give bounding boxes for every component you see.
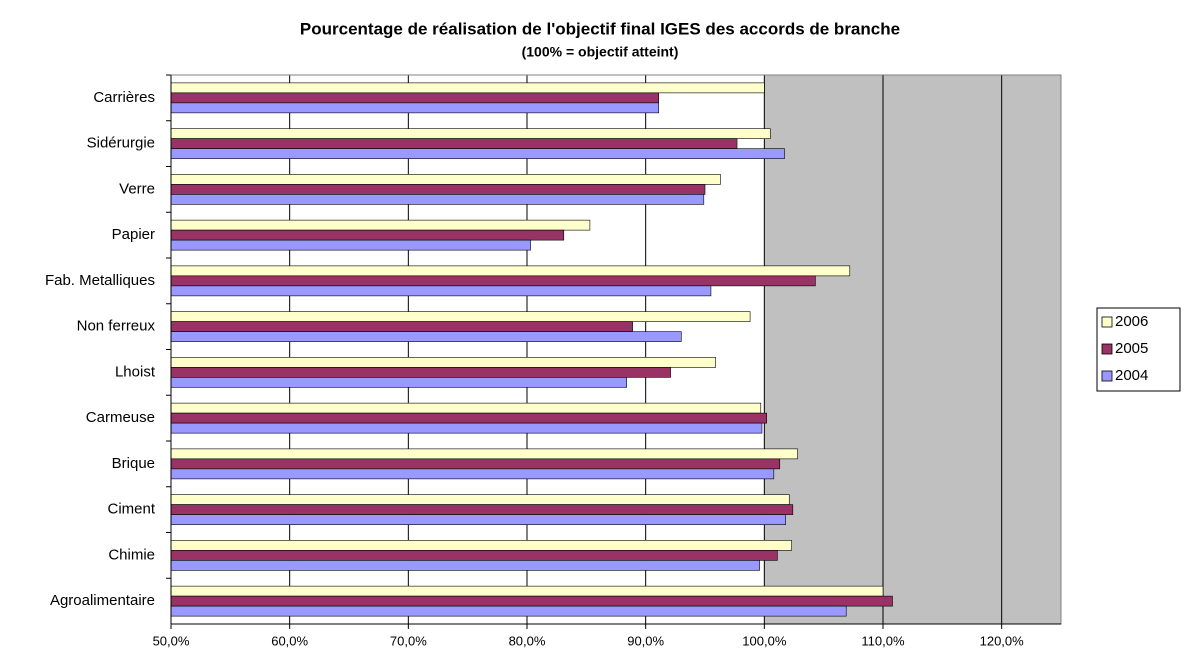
bar bbox=[170, 595, 893, 607]
bar bbox=[170, 560, 760, 571]
bar bbox=[170, 285, 712, 297]
legend-label: 2004 bbox=[1115, 367, 1148, 384]
x-tick-label: 50,0% bbox=[153, 633, 190, 648]
bar bbox=[170, 138, 738, 149]
bar bbox=[170, 422, 763, 434]
bar bbox=[170, 357, 716, 368]
x-tick-label: 60,0% bbox=[271, 633, 308, 648]
bar bbox=[170, 377, 627, 388]
bar bbox=[170, 102, 660, 114]
bar bbox=[170, 321, 633, 332]
x-tick-label: 110,0% bbox=[861, 633, 905, 648]
x-tick-label: 90,0% bbox=[627, 633, 664, 648]
y-tick-label: Ciment bbox=[107, 501, 155, 518]
target-zone bbox=[764, 75, 1061, 624]
y-tick-label: Verre bbox=[119, 180, 155, 197]
bar bbox=[170, 92, 660, 104]
bar bbox=[170, 219, 591, 231]
bar bbox=[170, 550, 778, 561]
legend-swatch bbox=[1101, 316, 1113, 328]
bar bbox=[170, 148, 785, 159]
bar bbox=[170, 412, 768, 424]
y-tick-label: Fab. Metalliques bbox=[45, 272, 155, 289]
bar bbox=[170, 540, 792, 551]
bar bbox=[170, 494, 790, 505]
y-tick-label: Brique bbox=[112, 455, 155, 472]
bar bbox=[170, 194, 705, 205]
chart-title: Pourcentage de réalisation de l'objectif… bbox=[300, 19, 900, 38]
bar bbox=[170, 504, 794, 515]
legend-swatch bbox=[1101, 343, 1113, 355]
bar bbox=[170, 174, 721, 185]
bar bbox=[170, 585, 884, 597]
chart-subtitle: (100% = objectif atteint) bbox=[522, 44, 679, 60]
legend-label: 2005 bbox=[1115, 340, 1148, 357]
y-tick-label: Agroalimentaire bbox=[50, 592, 155, 609]
x-tick-label: 70,0% bbox=[390, 633, 427, 648]
bar bbox=[170, 448, 798, 460]
bar bbox=[170, 514, 786, 525]
y-tick-label: Chimie bbox=[108, 546, 155, 563]
bar bbox=[170, 265, 851, 277]
bar bbox=[170, 311, 751, 322]
bar bbox=[170, 82, 765, 94]
y-tick-label: Non ferreux bbox=[77, 318, 156, 335]
legend-swatch bbox=[1101, 370, 1113, 382]
x-tick-label: 100,0% bbox=[742, 633, 787, 648]
bar bbox=[170, 605, 847, 617]
bar bbox=[170, 331, 682, 342]
bar bbox=[170, 184, 706, 195]
legend-label: 2006 bbox=[1115, 313, 1148, 330]
bar bbox=[170, 239, 531, 251]
y-tick-label: Lhoist bbox=[115, 363, 156, 380]
x-tick-label: 120,0% bbox=[980, 633, 1025, 648]
bar bbox=[170, 458, 781, 470]
bar bbox=[170, 468, 775, 480]
y-tick-label: Papier bbox=[112, 226, 155, 243]
bar bbox=[170, 367, 671, 378]
x-tick-label: 80,0% bbox=[509, 633, 546, 648]
bar bbox=[170, 128, 771, 139]
y-tick-label: Sidérurgie bbox=[87, 135, 155, 152]
y-tick-label: Carrières bbox=[93, 89, 155, 106]
bar bbox=[170, 229, 565, 241]
bar bbox=[170, 275, 816, 287]
y-tick-label: Carmeuse bbox=[86, 409, 155, 426]
bar bbox=[170, 402, 762, 414]
